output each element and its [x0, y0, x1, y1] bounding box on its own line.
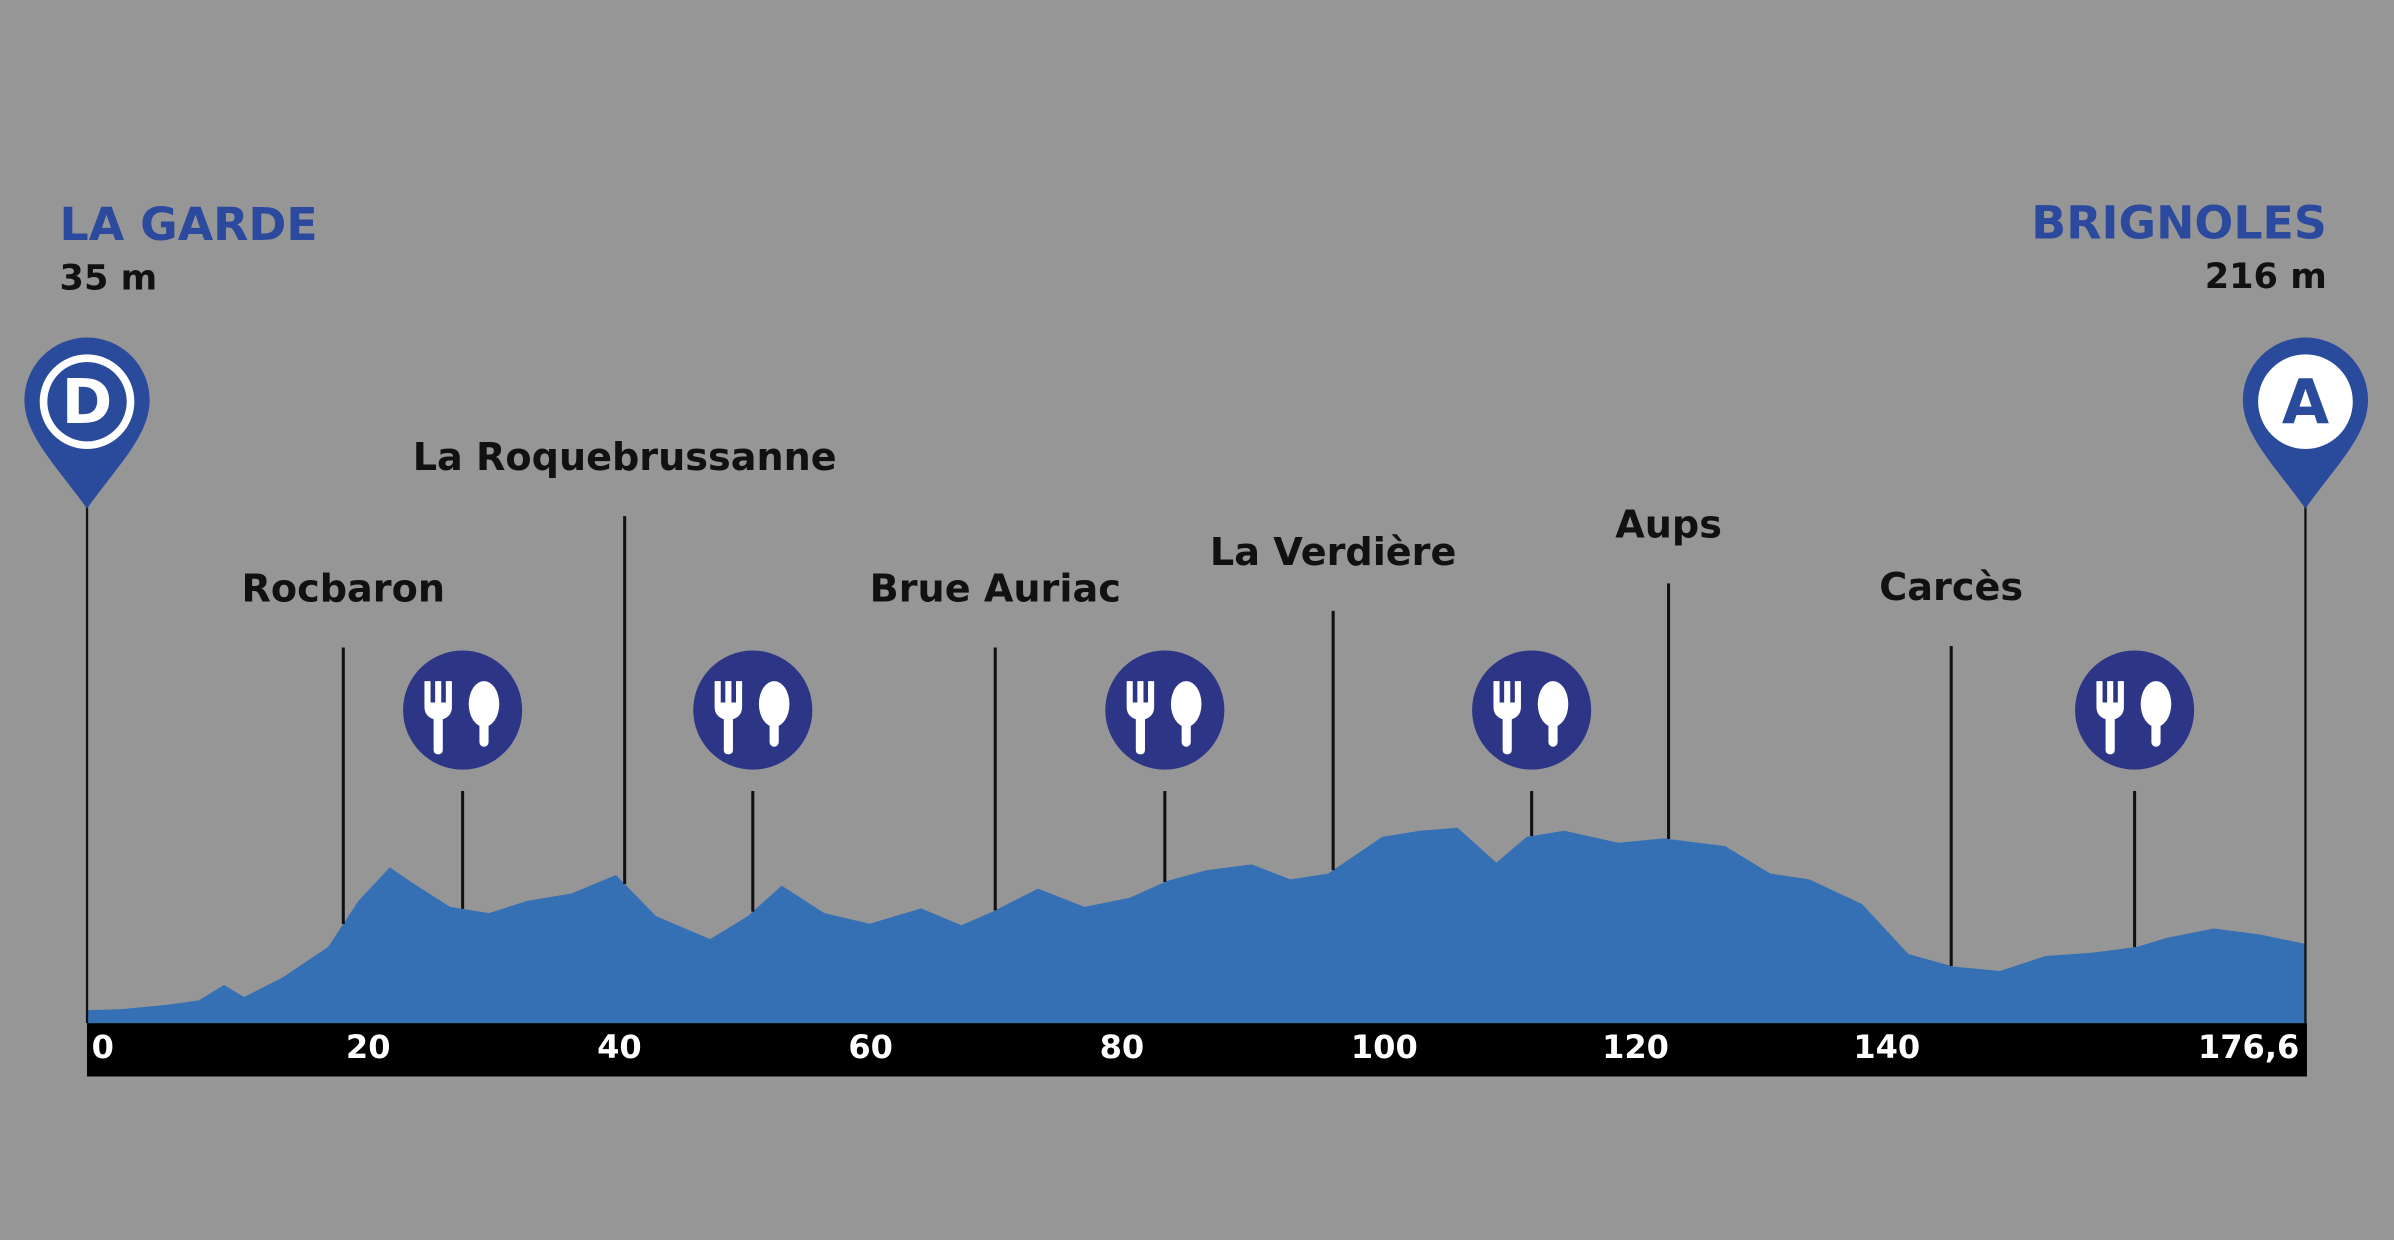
town-label: Rocbaron [242, 566, 445, 610]
axis-bar [87, 1023, 2307, 1077]
town-label: Aups [1615, 502, 1722, 546]
fork [1126, 681, 1155, 755]
feed-circle [1105, 650, 1225, 770]
town-label: Carcès [1879, 565, 2023, 609]
x-tick-label: 40 [597, 1028, 642, 1066]
finish-name: BRIGNOLES [2031, 196, 2327, 250]
feed-circle [1472, 650, 1592, 770]
spoon-handle [479, 717, 489, 747]
x-tick-label: 60 [848, 1028, 893, 1066]
pin-letter: D [62, 367, 113, 438]
town-label: La Verdière [1210, 530, 1456, 574]
feed-icon [1472, 650, 1592, 770]
fork [2096, 681, 2124, 755]
x-tick-label: 80 [1100, 1028, 1145, 1066]
feed-icon [693, 650, 813, 770]
x-tick-label: 100 [1351, 1028, 1418, 1066]
x-tick-label: 140 [1853, 1028, 1920, 1066]
feed-circle [403, 650, 523, 770]
spoon-handle [1181, 717, 1191, 747]
start-elevation: 35 m [60, 258, 158, 299]
spoon-head [2140, 681, 2172, 727]
feed-circle [2075, 650, 2195, 770]
feed-circle [693, 650, 813, 770]
elevation-area [87, 827, 2306, 1024]
x-tick-label: 0 [92, 1028, 114, 1066]
spoon-handle [1548, 717, 1558, 747]
finish-elevation: 216 m [2205, 256, 2327, 297]
feed-icon [2075, 650, 2195, 770]
x-tick-label: 20 [346, 1028, 391, 1066]
pin-letter: A [2282, 367, 2329, 438]
pin-inner [47, 361, 127, 442]
town-label: La Roquebrussanne [413, 435, 837, 479]
spoon-handle [2151, 717, 2161, 747]
pin-ring [2258, 354, 2353, 449]
fork [1493, 681, 1521, 755]
x-tick-label: 176,6 [2198, 1028, 2299, 1066]
start-name: LA GARDE [60, 197, 318, 251]
fork [714, 681, 743, 755]
town-label: Brue Auriac [870, 566, 1121, 610]
spoon-head [468, 681, 500, 727]
fork [424, 681, 452, 755]
spoon-handle [769, 717, 779, 747]
x-tick-label: 120 [1602, 1028, 1669, 1066]
spoon-head [1170, 681, 1202, 727]
feed-icon [403, 650, 523, 770]
spoon-head [758, 681, 790, 727]
feed-icon [1105, 650, 1225, 770]
spoon-head [1537, 681, 1569, 727]
